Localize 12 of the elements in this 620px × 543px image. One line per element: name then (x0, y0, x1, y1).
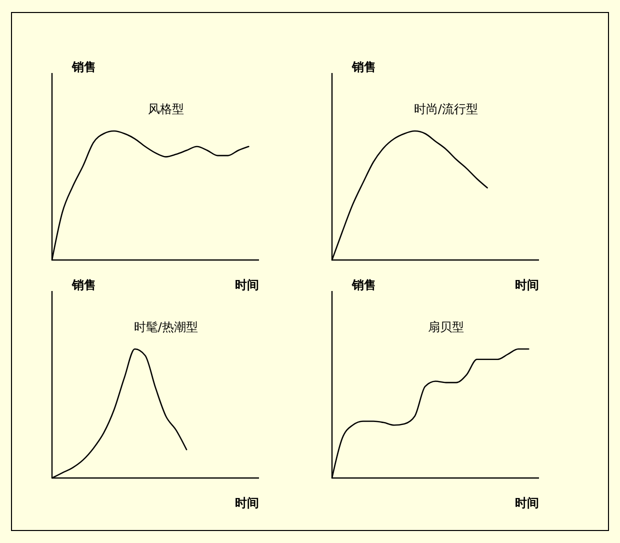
chart-title: 时髦/热潮型 (134, 320, 198, 334)
x-axis-title: 时间 (515, 496, 539, 510)
y-axis-title: 销售 (71, 60, 96, 74)
x-axis-title: 时间 (235, 496, 259, 510)
y-axis-title: 销售 (351, 278, 376, 292)
y-axis-title: 销售 (351, 60, 376, 74)
chart-title: 风格型 (148, 102, 184, 116)
x-axis-title: 时间 (235, 278, 259, 292)
chart-title: 时尚/流行型 (414, 102, 478, 116)
y-axis-title: 销售 (71, 278, 96, 292)
chart-title: 扇贝型 (428, 320, 464, 334)
x-axis-title: 时间 (515, 278, 539, 292)
